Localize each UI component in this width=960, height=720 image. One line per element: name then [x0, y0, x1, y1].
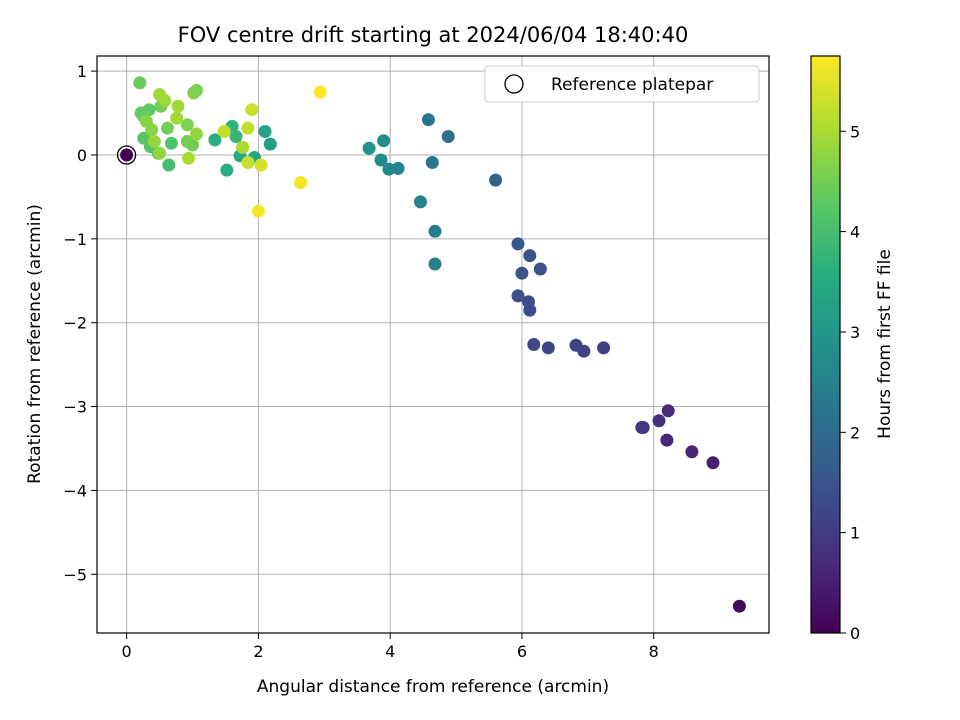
scatter-point [374, 153, 388, 167]
scatter-point [139, 114, 153, 128]
scatter-point [164, 136, 178, 150]
scatter-point [147, 135, 161, 148]
x-tick-label: 6 [517, 642, 527, 661]
y-axis-ticks: 1 0 −1 −2 −3 −4 −5 [63, 62, 97, 584]
x-tick-label: 0 [122, 642, 132, 661]
scatter-point [421, 113, 435, 127]
scatter-point [182, 151, 196, 165]
scatter-point [133, 76, 147, 90]
scatter-point [137, 131, 151, 145]
scatter-point [636, 421, 650, 434]
legend-box [484, 65, 760, 103]
legend: Reference platepar [484, 65, 760, 103]
y-tick-label: 1 [77, 62, 87, 81]
scatter-point [527, 338, 541, 351]
y-tick-label: 0 [77, 146, 87, 165]
scatter-point [382, 162, 396, 176]
scatter-point [241, 156, 255, 169]
scatter-point [732, 599, 746, 613]
scatter-point [428, 224, 442, 238]
scatter-point [190, 127, 203, 141]
scatter-point [220, 163, 234, 177]
scatter-point [597, 341, 611, 355]
scatter-point [685, 445, 699, 459]
scatter-point [362, 141, 376, 155]
reference-platepar-marker [116, 145, 137, 165]
scatter-point [541, 341, 555, 355]
scatter-point [229, 130, 243, 143]
scatter-point [425, 156, 439, 169]
scatter-point [120, 148, 134, 162]
colorbar-tick-label: 1 [850, 524, 860, 543]
y-tick-label: −1 [63, 230, 87, 249]
scatter-point [294, 176, 308, 190]
plot-frame [96, 55, 770, 634]
scatter-point [217, 125, 231, 138]
scatter-point [441, 130, 455, 143]
scatter-point [245, 103, 259, 117]
scatter-point [515, 266, 529, 280]
scatter-point [236, 140, 250, 154]
x-tick-label: 2 [253, 642, 263, 661]
x-tick-label: 4 [385, 642, 395, 661]
scatter-point [313, 85, 327, 99]
y-tick-label: −5 [63, 565, 87, 584]
data-points [116, 76, 746, 613]
scatter-point [706, 456, 720, 470]
scatter-point [241, 121, 255, 135]
x-axis-ticks: 0 2 4 6 8 [122, 633, 659, 661]
scatter-point [186, 138, 199, 152]
scatter-point [522, 295, 535, 309]
y-axis-label: Rotation from reference (arcmin) [25, 204, 45, 484]
legend-reference-label: Reference platepar [551, 75, 713, 95]
scatter-point [180, 118, 194, 132]
scatter-point [171, 99, 185, 113]
scatter-point [153, 146, 167, 160]
colorbar-label: Hours from first FF file [875, 249, 895, 439]
scatter-point [254, 158, 268, 172]
y-tick-label: −4 [63, 481, 87, 500]
colorbar-tick-label: 5 [850, 122, 860, 141]
colorbar-tick-label: 2 [850, 423, 860, 442]
scatter-point [170, 111, 184, 125]
scatter-point [428, 257, 442, 271]
y-tick-label: −3 [63, 398, 87, 417]
scatter-point [660, 433, 674, 447]
scatter-point [158, 93, 172, 107]
scatter-point [489, 173, 503, 187]
scatter-point [263, 137, 277, 151]
colorbar-tick-label: 0 [850, 624, 860, 643]
scatter-point [162, 158, 176, 172]
y-tick-label: −2 [63, 314, 87, 333]
scatter-point [208, 133, 222, 147]
scatter-point [190, 83, 203, 97]
scatter-point [377, 134, 391, 148]
scatter-point [161, 121, 174, 135]
scatter-point [661, 404, 675, 418]
scatter-point [523, 249, 537, 263]
legend-reference-marker [504, 74, 524, 94]
chart-title: FOV centre drift starting at 2024/06/04 … [178, 23, 689, 47]
scatter-point [511, 289, 525, 303]
colorbar-tick-label: 4 [850, 223, 860, 242]
scatter-point [511, 237, 525, 251]
scatter-point [414, 195, 427, 209]
colorbar-tick-label: 3 [850, 323, 860, 342]
scatter-point [251, 204, 265, 218]
x-tick-label: 8 [649, 642, 659, 661]
scatter-point [652, 414, 666, 428]
colorbar-gradient [810, 55, 841, 634]
colorbar: 0 1 2 3 4 5 Hours from first FF file [810, 55, 895, 643]
scatter-point [533, 262, 547, 276]
x-axis-label: Angular distance from reference (arcmin) [257, 677, 609, 697]
scatter-point [258, 125, 272, 138]
scatter-point [569, 338, 583, 352]
grid-lines [97, 56, 769, 633]
colorbar-ticks: 0 1 2 3 4 5 [840, 122, 860, 643]
